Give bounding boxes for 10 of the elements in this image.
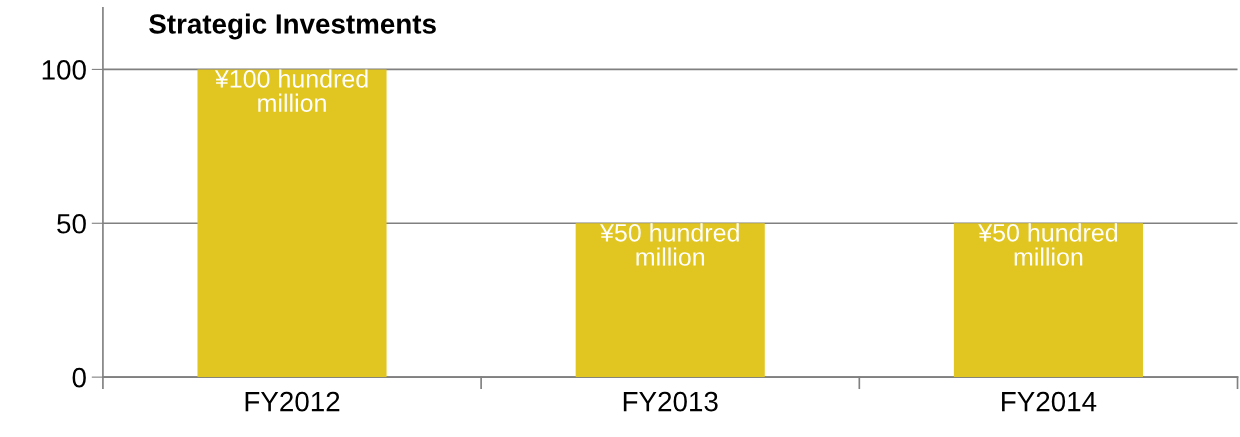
y-tick-label: 100	[42, 60, 86, 80]
data-label: ¥100 hundred million	[214, 69, 368, 112]
x-tick-label: FY2013	[623, 391, 718, 412]
x-tick-label: FY2012	[245, 391, 340, 412]
data-label: ¥50 hundred million	[600, 223, 739, 266]
x-tick-label: FY2014	[1002, 391, 1097, 412]
y-tick-label: 50	[57, 213, 86, 234]
chart-title: Strategic Investments	[149, 13, 436, 40]
y-tick-label: 0	[72, 367, 86, 388]
data-label: ¥50 hundred million	[978, 223, 1118, 266]
